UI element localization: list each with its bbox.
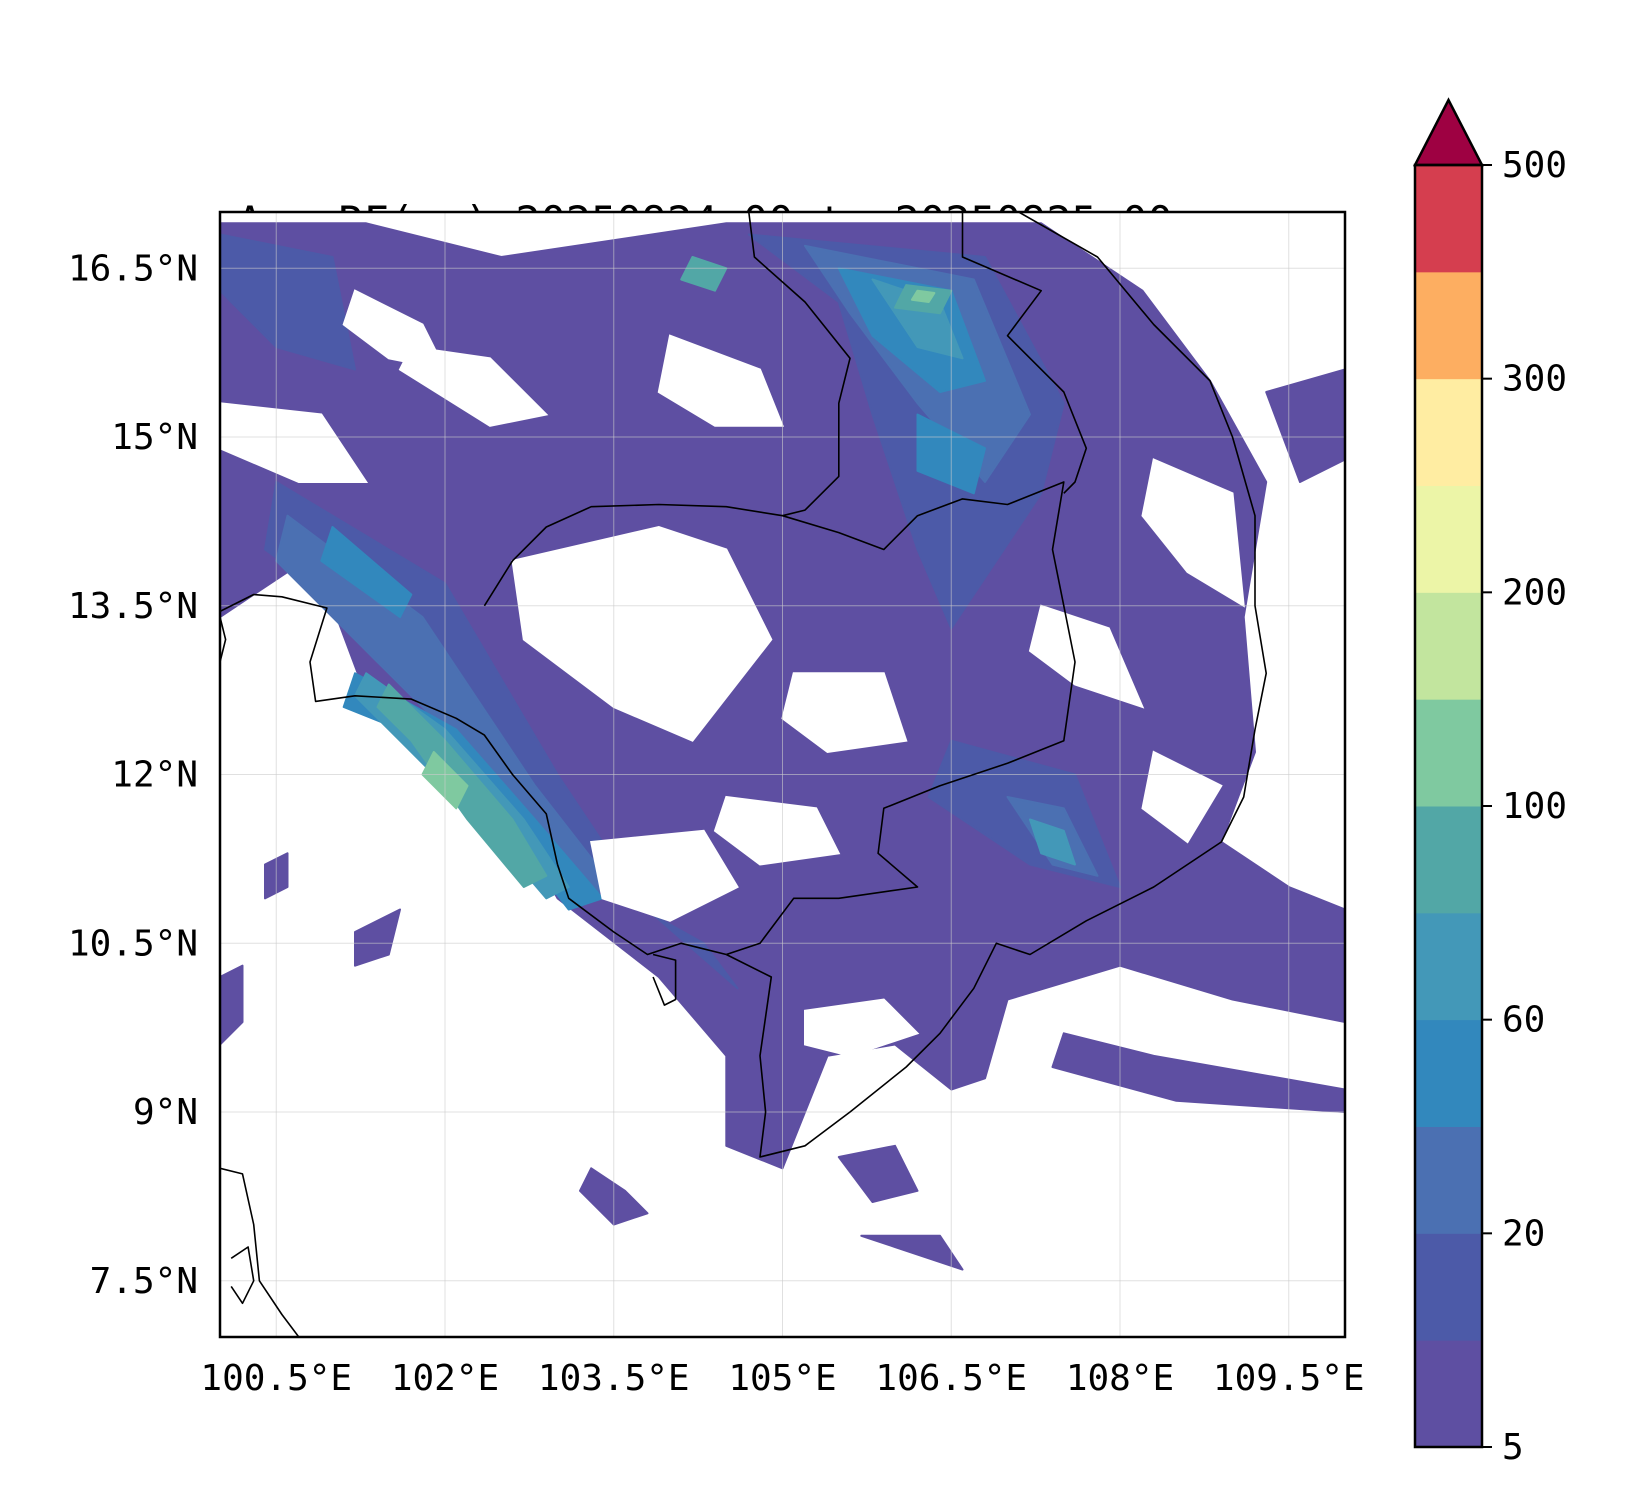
rain-region-level-6 xyxy=(910,289,936,303)
rain-region-level-4 xyxy=(1029,818,1076,866)
colorbar-segment-60-80 xyxy=(1415,912,1482,1021)
lat-tick-label: 10.5°N xyxy=(68,923,198,964)
coastlines-borders xyxy=(220,212,1267,1337)
rain-region-level-0 xyxy=(354,908,401,967)
map-frame xyxy=(218,210,1347,1339)
colorbar-segment-200-250 xyxy=(1415,485,1482,593)
colorbar-tick-label: 200 xyxy=(1502,572,1567,613)
map-panel: 100.5°E 102°E 103.5°E 105°E 106.5°E 108°E 109.… xyxy=(68,210,1365,1399)
rain-region-level-3 xyxy=(320,526,413,618)
no-rain-patch xyxy=(713,795,841,866)
lat-tick-label: 16.5°N xyxy=(68,248,198,289)
no-rain-patch xyxy=(657,334,784,427)
no-rain-patch xyxy=(220,402,369,483)
vietnam-coast xyxy=(725,212,1267,1158)
lon-tick-label: 105°E xyxy=(728,1358,836,1399)
no-rain-patch xyxy=(1028,604,1145,709)
colorbar-tick-label: 500 xyxy=(1502,145,1567,186)
lat-tick-label: 9°N xyxy=(133,1092,198,1133)
lon-tick-label: 103.5°E xyxy=(538,1358,690,1399)
colorbar-segment-40-60 xyxy=(1415,1019,1482,1127)
lat-tick-label: 13.5°N xyxy=(68,586,198,627)
lat-tick-label: 12°N xyxy=(111,755,198,796)
colorbar-tick-label: 20 xyxy=(1502,1213,1545,1254)
colorbar-tick-label: 100 xyxy=(1502,786,1567,827)
cambodia-inner-border xyxy=(483,481,1076,956)
thai-west-coast xyxy=(220,616,227,663)
lon-tick-label: 106.5°E xyxy=(875,1358,1027,1399)
colorbar-tick-label: 5 xyxy=(1502,1427,1524,1468)
laos-vietnam-border xyxy=(961,212,1088,494)
rain-region-level-0 xyxy=(1051,1032,1345,1113)
colorbar-segment-400-500 xyxy=(1415,165,1482,273)
no-rain-patch xyxy=(1141,458,1245,608)
no-rain-patch xyxy=(342,289,447,371)
lon-tick-label: 102°E xyxy=(391,1358,499,1399)
phu-quoc-island xyxy=(652,953,677,1006)
colorbar-segment-10-20 xyxy=(1415,1233,1482,1341)
colorbar-segment-250-300 xyxy=(1415,378,1482,486)
gulf-thailand-coast xyxy=(556,864,727,956)
rain-region-level-0 xyxy=(220,964,244,1046)
colorbar-segment-80-100 xyxy=(1415,806,1482,914)
longitude-ticks: 100.5°E 102°E 103.5°E 105°E 106.5°E 108°E 109.… xyxy=(200,1358,1364,1399)
colorbar-segment-150-200 xyxy=(1415,592,1482,700)
colorbar-tick-label: 60 xyxy=(1502,1000,1545,1041)
laos-thailand-border xyxy=(748,212,851,517)
lat-tick-label: 15°N xyxy=(111,417,198,458)
no-rain-patch xyxy=(781,672,908,754)
colorbar-tick-label: 300 xyxy=(1502,359,1567,400)
latitude-ticks: 16.5°N 15°N 13.5°N 12°N 10.5°N 9°N 7.5°N xyxy=(68,248,198,1302)
colorbar-segment-20-40 xyxy=(1415,1126,1482,1234)
no-rain-patch xyxy=(590,829,739,922)
thailand-cambodia-border xyxy=(220,593,559,865)
colorbar-segments xyxy=(1412,97,1485,1449)
no-rain-patch xyxy=(804,998,920,1057)
lon-tick-label: 109.5°E xyxy=(1213,1358,1365,1399)
rain-region-level-5 xyxy=(680,256,728,292)
songkhla-lake xyxy=(230,1246,255,1305)
gridlines xyxy=(220,212,1345,1337)
rain-region-level-0 xyxy=(837,1144,919,1203)
colorbar-segment-100-150 xyxy=(1415,699,1482,807)
lat-tick-label: 7.5°N xyxy=(90,1261,198,1302)
malay-peninsula-coast xyxy=(220,1167,300,1337)
colorbar-ticks: 5 20 60 100 200 300 500 xyxy=(1482,145,1567,1468)
colorbar-extend-arrow xyxy=(1412,97,1485,167)
lon-tick-label: 108°E xyxy=(1066,1358,1174,1399)
colorbar-segment-5-10 xyxy=(1415,1340,1482,1448)
rain-region-level-0 xyxy=(860,1234,964,1271)
colorbar-segment-300-400 xyxy=(1415,271,1482,380)
no-rain-patch xyxy=(511,525,773,742)
colorbar: 5 20 60 100 200 300 500 xyxy=(1412,97,1567,1468)
lon-tick-label: 100.5°E xyxy=(200,1358,352,1399)
